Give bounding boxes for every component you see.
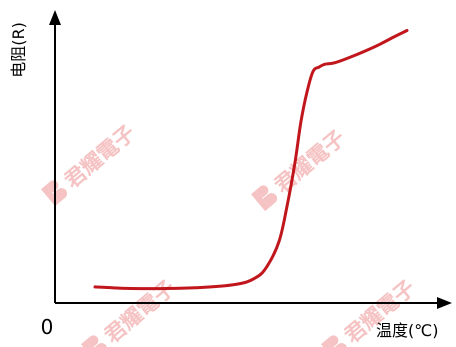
watermark-logo-icon xyxy=(321,335,347,347)
x-axis-arrow xyxy=(437,297,452,309)
origin-label: 0 xyxy=(41,315,54,339)
watermark-logo-icon xyxy=(81,335,107,347)
x-axis-label: 温度(℃) xyxy=(376,321,438,340)
watermark-text: 君耀電子 xyxy=(60,121,140,193)
y-axis-arrow xyxy=(49,10,61,25)
watermark-logo-icon xyxy=(251,185,277,212)
watermark-text: 君耀電子 xyxy=(270,126,350,198)
series-line-0 xyxy=(93,29,409,291)
series-layer xyxy=(93,29,409,291)
y-axis-label: 电阻(R) xyxy=(9,22,28,78)
watermark-1: 君耀電子 xyxy=(251,126,350,212)
